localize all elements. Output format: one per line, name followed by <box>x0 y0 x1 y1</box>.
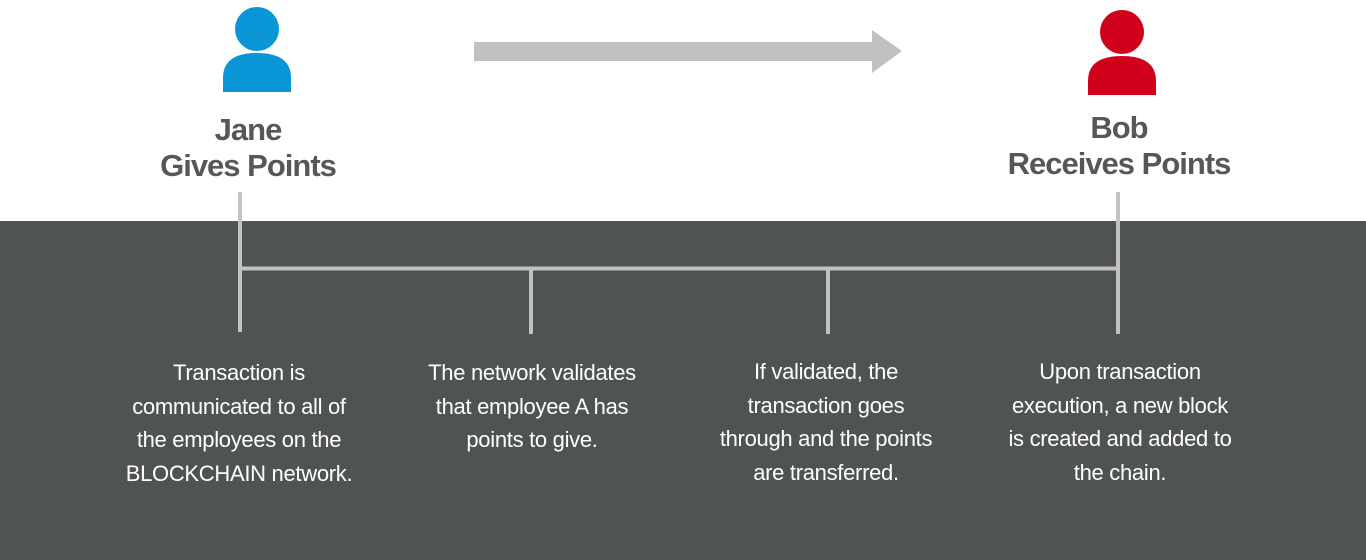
step-3-text: If validated, the transaction goes throu… <box>696 355 956 489</box>
step-2-line: The network validates <box>428 360 636 385</box>
step-4-text: Upon transaction execution, a new block … <box>990 355 1250 489</box>
step-2-line: that employee A has <box>435 393 629 419</box>
step-1-line: Transaction is <box>173 360 305 385</box>
receiver-name: Bob <box>1090 110 1148 145</box>
giver-name: Jane <box>214 112 283 147</box>
step-4-line: Upon transaction <box>1039 359 1201 384</box>
step-1-line: the employees on the <box>136 427 342 452</box>
step-3-line: If validated, the <box>753 359 899 384</box>
step-4-line: execution, a new block <box>1012 392 1228 418</box>
receiver-person-icon <box>1086 9 1158 95</box>
step-1-text: Transaction is communicated to all of th… <box>109 356 369 490</box>
transfer-arrow <box>474 30 904 79</box>
giver-person-icon <box>221 6 293 92</box>
giver-label: Jane Gives Points <box>148 112 348 184</box>
receiver-action: Receives Points <box>1007 146 1232 181</box>
receiver-label: Bob Receives Points <box>984 110 1254 182</box>
step-4-line: is created and added to <box>1008 426 1232 451</box>
step-1-line: BLOCKCHAIN network. <box>125 460 353 486</box>
step-2-text: The network validates that employee A ha… <box>402 356 662 457</box>
step-4-line: the chain. <box>1073 459 1167 485</box>
step-3-line: through and the points <box>719 426 933 451</box>
step-3-line: are transferred. <box>753 459 899 485</box>
step-3-line: transaction goes <box>747 392 905 418</box>
step-1-line: communicated to all of <box>132 393 346 419</box>
step-2-line: points to give. <box>466 427 598 452</box>
process-panel <box>0 221 1366 560</box>
giver-action: Gives Points <box>160 148 337 183</box>
